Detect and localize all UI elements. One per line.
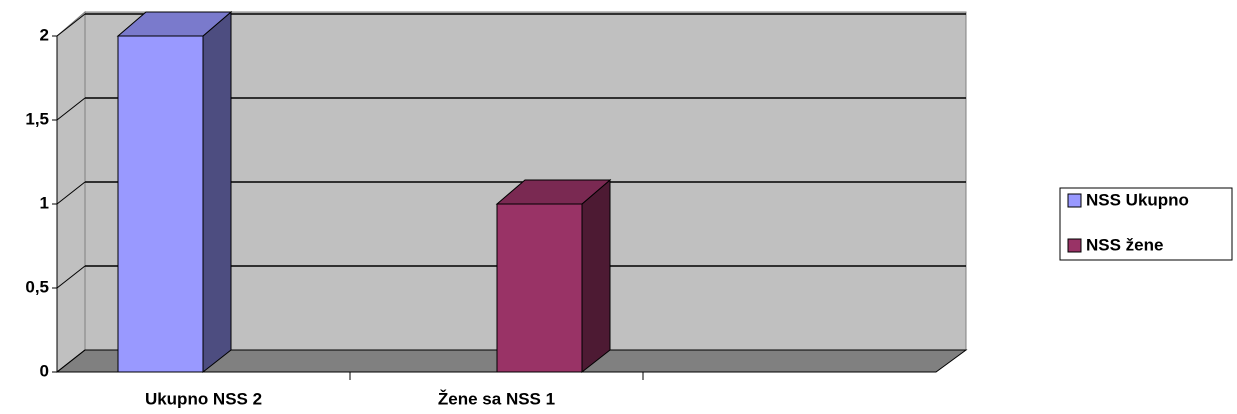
y-tick-label: 1,5 — [25, 109, 49, 128]
x-tick-label: Ukupno NSS 2 — [145, 389, 262, 408]
bar — [117, 35, 204, 373]
bar — [496, 203, 583, 373]
legend-swatch — [1067, 193, 1082, 208]
y-tick-label: 1 — [40, 193, 49, 212]
bar-side — [202, 10, 232, 374]
y-tick-depth — [56, 97, 86, 121]
bar-side — [581, 178, 611, 374]
y-tick-depth — [56, 265, 86, 289]
y-tick-depth — [56, 349, 86, 373]
legend — [1059, 187, 1233, 261]
y-tick-label: 0 — [40, 361, 49, 380]
legend-swatch — [1067, 238, 1082, 253]
legend-label: NSS žene — [1086, 235, 1163, 254]
side-wall — [56, 10, 86, 374]
y-tick-depth — [56, 181, 86, 205]
y-tick-label: 0,5 — [25, 277, 49, 296]
y-tick-label: 2 — [40, 25, 49, 44]
x-tick-label: Žene sa NSS 1 — [438, 389, 555, 408]
y-tick-depth — [56, 13, 86, 37]
legend-label: NSS Ukupno — [1086, 190, 1189, 209]
